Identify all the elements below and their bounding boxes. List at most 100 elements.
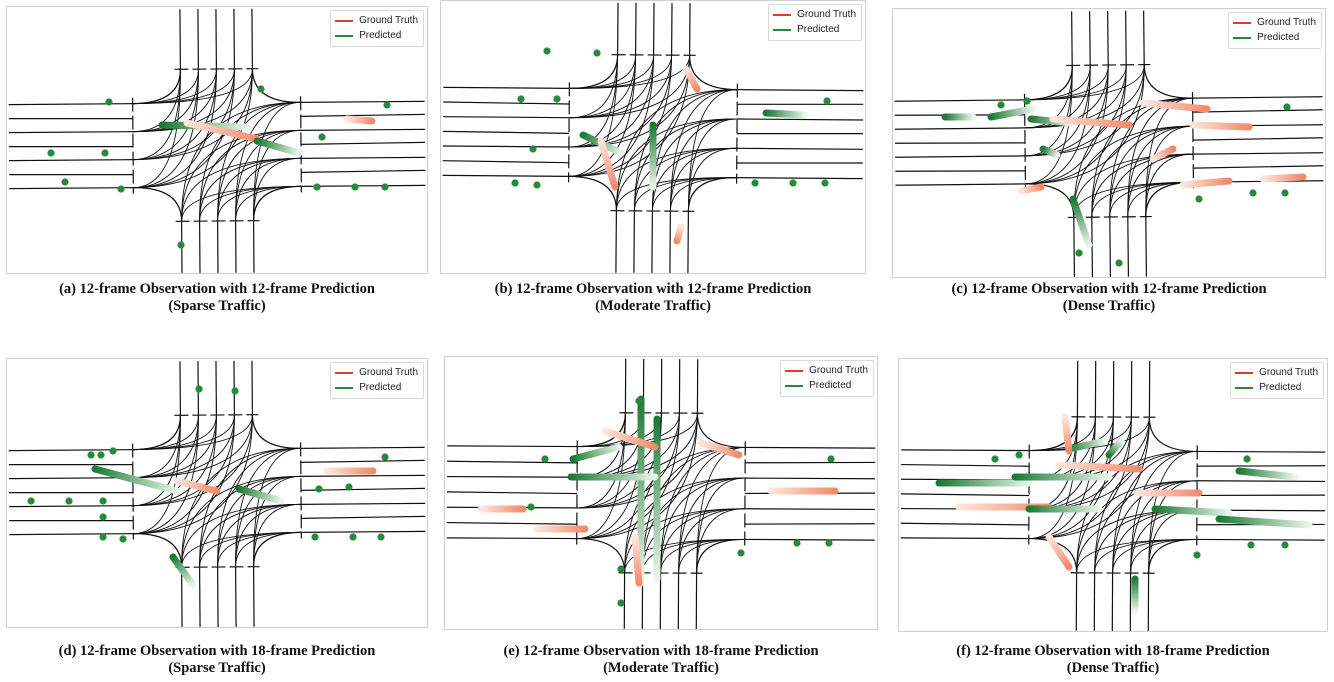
caption-b: (b) 12-frame Observation with 12-frame P… xyxy=(440,281,866,315)
ground-truth-swatch xyxy=(1233,21,1252,24)
ground-truth-trajectory xyxy=(343,115,376,125)
predicted-trajectory xyxy=(987,105,1037,121)
road-network xyxy=(8,360,426,627)
legend-predicted: Predicted xyxy=(1257,32,1300,43)
legend-c: Ground Truth Predicted xyxy=(1228,12,1322,49)
ground-truth-trajectory xyxy=(1061,413,1073,455)
agent-dot xyxy=(117,185,125,193)
legend-f: Ground Truth Predicted xyxy=(1230,362,1324,399)
intersection-map-e xyxy=(446,358,876,629)
agent-dot xyxy=(345,483,353,491)
agent-dot xyxy=(377,533,385,541)
ground-truth-trajectory xyxy=(173,477,221,495)
agent-dot xyxy=(99,533,107,541)
agent-dot xyxy=(793,539,801,547)
ground-truth-trajectory xyxy=(673,223,685,245)
predicted-swatch xyxy=(773,28,792,31)
ground-truth-trajectory xyxy=(1055,461,1143,473)
agent-dot xyxy=(99,497,107,505)
ground-truth-trajectory xyxy=(597,137,619,191)
ground-truth-trajectory xyxy=(1179,177,1233,189)
agent-dot xyxy=(635,397,643,405)
agent-dot xyxy=(195,385,203,393)
agent-dot xyxy=(789,179,797,187)
agent-dot xyxy=(65,497,73,505)
caption-c-subtitle: (Dense Traffic) xyxy=(1062,298,1156,314)
agent-dot xyxy=(823,97,831,105)
caption-e-title: (e) 12-frame Observation with 18-frame P… xyxy=(503,643,819,659)
predicted-swatch xyxy=(1233,36,1252,39)
agent-dot xyxy=(825,539,833,547)
ground-truth-trajectory xyxy=(1045,533,1073,571)
agent-dot xyxy=(109,447,117,455)
caption-d-subtitle: (Sparse Traffic) xyxy=(168,660,266,676)
predicted-trajectory xyxy=(569,443,623,463)
ground-truth-trajectory xyxy=(631,533,643,587)
ground-truth-trajectory xyxy=(183,119,261,143)
agent-dot xyxy=(383,101,391,109)
legend-a: Ground Truth Predicted xyxy=(330,10,424,47)
predicted-swatch xyxy=(1235,386,1254,389)
panel-c: Ground Truth Predicted xyxy=(892,8,1326,278)
legend-b: Ground Truth Predicted xyxy=(768,4,862,41)
agent-dot xyxy=(1281,541,1289,549)
caption-d: (d) 12-frame Observation with 18-frame P… xyxy=(6,643,428,677)
legend-ground-truth: Ground Truth xyxy=(1259,367,1318,378)
legend-ground-truth: Ground Truth xyxy=(1257,17,1316,28)
agent-dot xyxy=(541,455,549,463)
agent-dot xyxy=(349,533,357,541)
predicted-swatch xyxy=(785,384,804,387)
agent-dot xyxy=(593,49,601,57)
ground-truth-trajectory xyxy=(1259,173,1307,183)
agent-dot xyxy=(27,497,35,505)
ground-truth-trajectory xyxy=(1189,121,1253,131)
legend-e: Ground Truth Predicted xyxy=(780,360,874,397)
agent-dot xyxy=(827,455,835,463)
agent-dot xyxy=(1015,451,1023,459)
predicted-trajectory xyxy=(169,553,197,589)
ground-truth-trajectory xyxy=(697,439,743,459)
intersection-map-a xyxy=(8,8,426,273)
agent-dot xyxy=(617,565,625,573)
predicted-trajectory xyxy=(762,109,809,119)
agent-dot xyxy=(1193,551,1201,559)
ground-truth-trajectory xyxy=(1139,99,1211,113)
caption-d-title: (d) 12-frame Observation with 18-frame P… xyxy=(58,643,376,659)
road-network xyxy=(8,8,426,273)
agent-dot xyxy=(737,549,745,557)
ground-truth-trajectory xyxy=(682,65,701,93)
legend-ground-truth: Ground Truth xyxy=(359,367,418,378)
agent-dot xyxy=(527,503,535,511)
agent-dot xyxy=(313,183,321,191)
agent-dot xyxy=(553,95,561,103)
panel-f: Ground Truth Predicted xyxy=(898,358,1328,632)
predicted-swatch xyxy=(335,386,354,389)
agent-dot xyxy=(318,133,326,141)
ground-truth-trajectory xyxy=(1149,145,1177,163)
agent-dot xyxy=(351,183,359,191)
ground-truth-trajectory xyxy=(1049,115,1133,129)
road-network xyxy=(900,360,1326,631)
ground-truth-swatch xyxy=(785,369,804,372)
agent-dot xyxy=(517,95,525,103)
agent-dot xyxy=(101,149,109,157)
predicted-trajectory xyxy=(253,137,303,157)
legend-ground-truth: Ground Truth xyxy=(809,365,868,376)
caption-f-title: (f) 12-frame Observation with 18-frame P… xyxy=(956,643,1270,659)
legend-predicted: Predicted xyxy=(359,382,402,393)
agent-dot xyxy=(1281,189,1289,197)
agent-dot xyxy=(1075,249,1083,257)
legend-predicted: Predicted xyxy=(797,24,840,35)
agent-dot xyxy=(119,535,127,543)
legend-ground-truth: Ground Truth xyxy=(359,15,418,26)
ground-truth-swatch xyxy=(1235,371,1254,374)
legend-predicted: Predicted xyxy=(359,30,402,41)
agent-dot xyxy=(381,183,389,191)
agent-dot xyxy=(87,451,95,459)
agent-dot xyxy=(991,455,999,463)
panel-d: Ground Truth Predicted xyxy=(6,358,428,628)
intersection-map-f xyxy=(900,360,1326,631)
predicted-swatch xyxy=(335,34,354,37)
caption-e-subtitle: (Moderate Traffic) xyxy=(603,660,719,676)
agent-dot xyxy=(177,241,185,249)
